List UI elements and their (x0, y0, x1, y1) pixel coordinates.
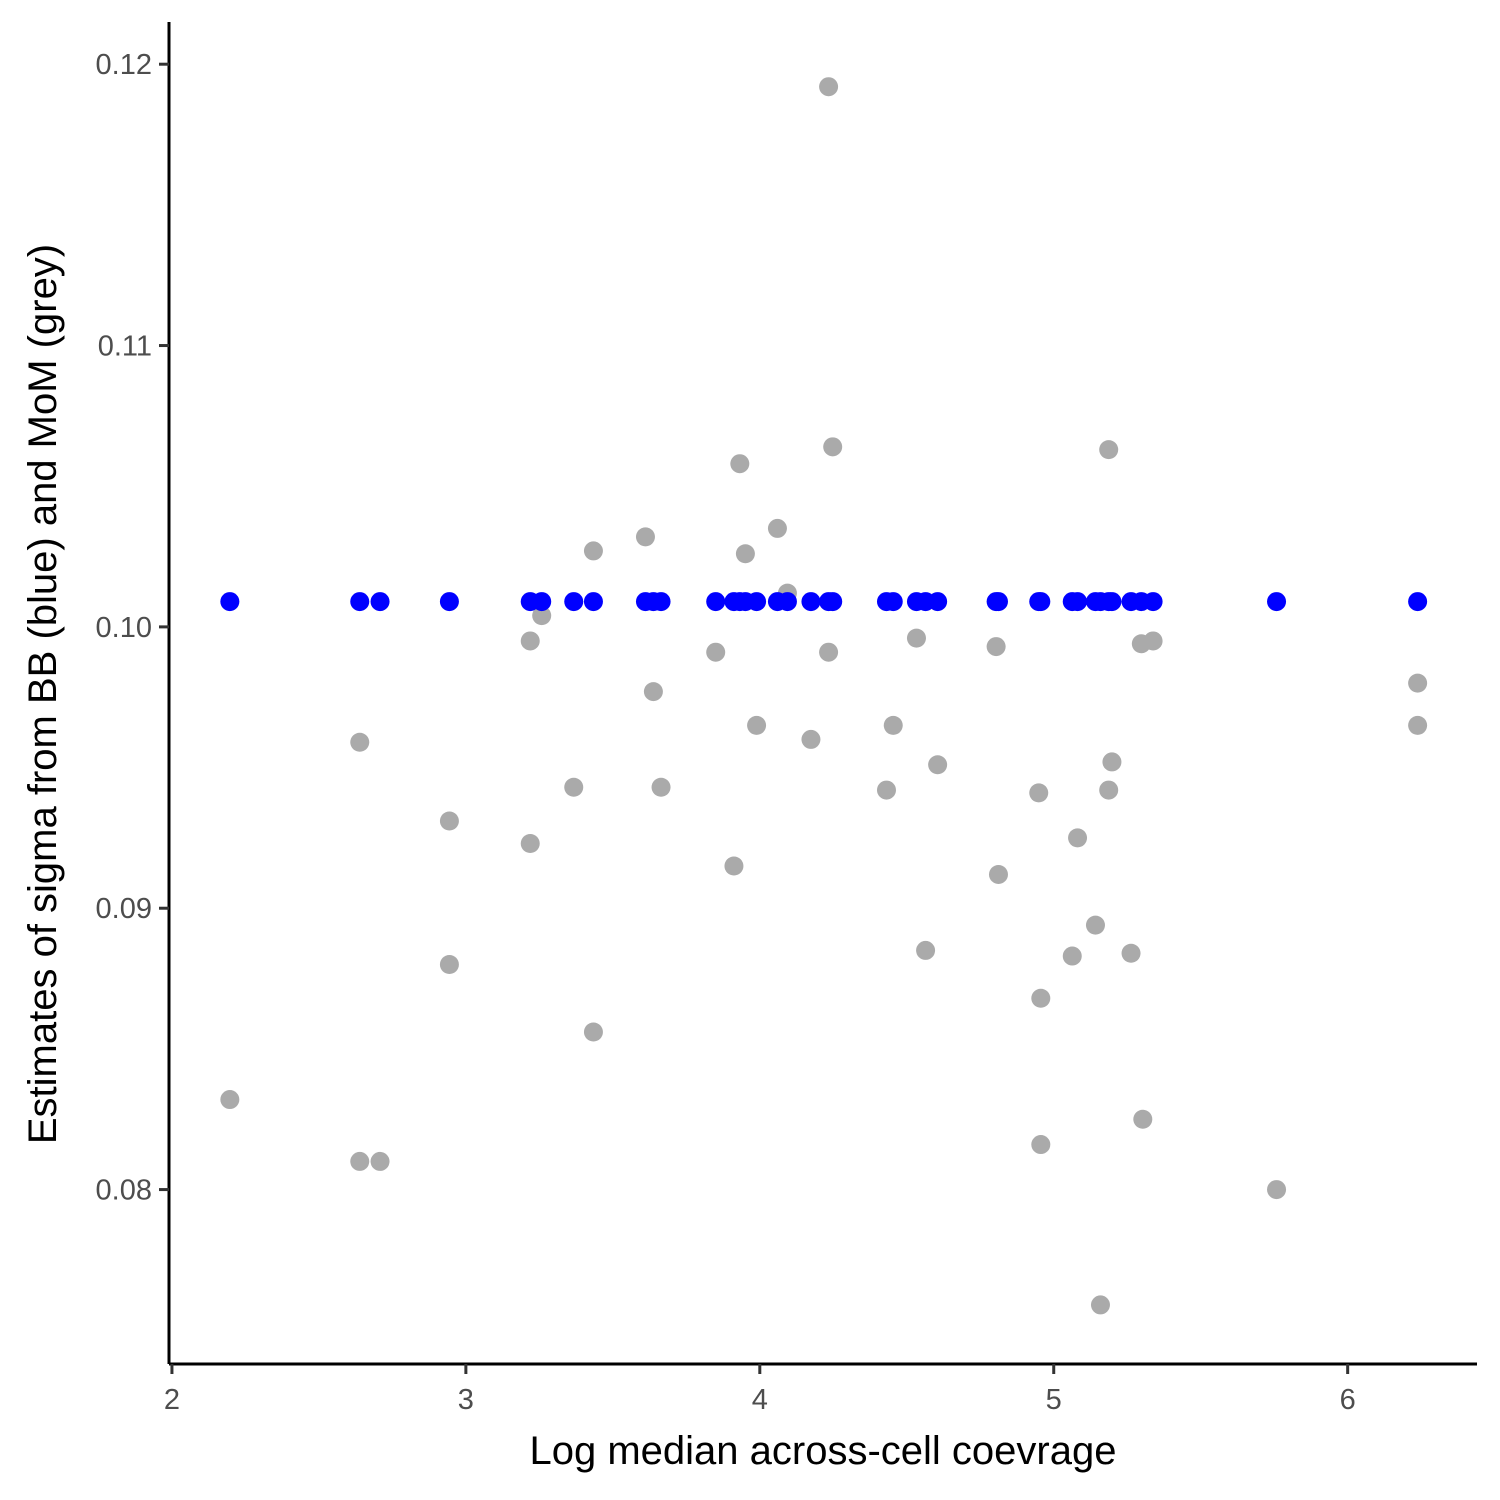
mom-point (906, 628, 926, 648)
mom-point (520, 631, 540, 651)
mom-point (564, 777, 584, 797)
mom-point (1099, 780, 1119, 800)
mom-point (724, 856, 744, 876)
mom-point (883, 715, 903, 735)
x-axis-ticks: 2 3 4 5 6 (164, 1364, 1356, 1416)
mom-point (520, 834, 540, 854)
bb-point (928, 592, 948, 612)
mom-point (635, 527, 655, 547)
mom-point (767, 518, 787, 538)
bb-point (564, 592, 584, 612)
x-tick-label: 5 (1046, 1384, 1062, 1416)
mom-point (1143, 631, 1163, 651)
mom-point (1102, 752, 1122, 772)
mom-point (916, 940, 936, 960)
mom-point (651, 777, 671, 797)
bb-point (583, 592, 603, 612)
mom-point (735, 544, 755, 564)
mom-point (583, 1022, 603, 1042)
mom-point (1408, 673, 1428, 693)
y-tick-label: 0.11 (98, 331, 152, 363)
bb-point (801, 592, 821, 612)
y-axis-title: Estimates of sigma from BB (blue) and Mo… (21, 244, 65, 1144)
mom-point (823, 437, 843, 457)
mom-point (370, 1151, 390, 1171)
y-tick-label: 0.09 (96, 893, 152, 925)
mom-point (876, 780, 896, 800)
mom-point (819, 77, 839, 97)
bb-point (1267, 592, 1287, 612)
x-tick-label: 2 (164, 1384, 180, 1416)
bb-point (988, 592, 1008, 612)
mom-point (1408, 715, 1428, 735)
mom-point (928, 755, 948, 775)
mom-point (730, 454, 750, 474)
mom-point (1099, 440, 1119, 460)
bb-point (370, 592, 390, 612)
mom-point (439, 954, 459, 974)
mom-point (706, 642, 726, 662)
mom-point (801, 729, 821, 749)
y-tick-label: 0.12 (96, 49, 152, 81)
mom-point (986, 637, 1006, 657)
mom-point (1090, 1295, 1110, 1315)
bb-point (747, 592, 767, 612)
bb-point (350, 592, 370, 612)
mom-point (1062, 946, 1082, 966)
bb-point (883, 592, 903, 612)
bb-point (651, 592, 671, 612)
bb-point (1068, 592, 1088, 612)
bb-point (823, 592, 843, 612)
x-tick-label: 3 (458, 1384, 474, 1416)
mom-point (1085, 915, 1105, 935)
mom-point (747, 715, 767, 735)
mom-point (988, 864, 1008, 884)
mom-point (1267, 1180, 1287, 1200)
bb-point (439, 592, 459, 612)
points-layer (220, 77, 1428, 1315)
mom-point (439, 811, 459, 831)
x-axis-title: Log median across-cell coevrage (530, 1429, 1117, 1473)
mom-point (819, 642, 839, 662)
y-axis-ticks: 0.08 0.09 0.10 0.11 0.12 (96, 49, 169, 1207)
mom-point (1031, 1135, 1051, 1155)
mom-point (220, 1090, 240, 1110)
mom-point (532, 606, 552, 626)
y-tick-label: 0.10 (96, 612, 152, 644)
mom-point (1068, 828, 1088, 848)
mom-point (350, 732, 370, 752)
mom-point (583, 541, 603, 561)
mom-point (350, 1151, 370, 1171)
mom-point (643, 682, 663, 702)
bb-point (777, 592, 797, 612)
mom-point (1031, 988, 1051, 1008)
bb-point (1102, 592, 1122, 612)
bb-point (1143, 592, 1163, 612)
y-tick-label: 0.08 (96, 1175, 152, 1207)
mom-point (1121, 943, 1141, 963)
bb-point (220, 592, 240, 612)
mom-point (1133, 1109, 1153, 1129)
bb-point (532, 592, 552, 612)
x-tick-label: 6 (1340, 1384, 1356, 1416)
mom-point (1029, 783, 1049, 803)
bb-point (706, 592, 726, 612)
bb-point (1408, 592, 1428, 612)
x-tick-label: 4 (752, 1384, 768, 1416)
bb-point (1031, 592, 1051, 612)
